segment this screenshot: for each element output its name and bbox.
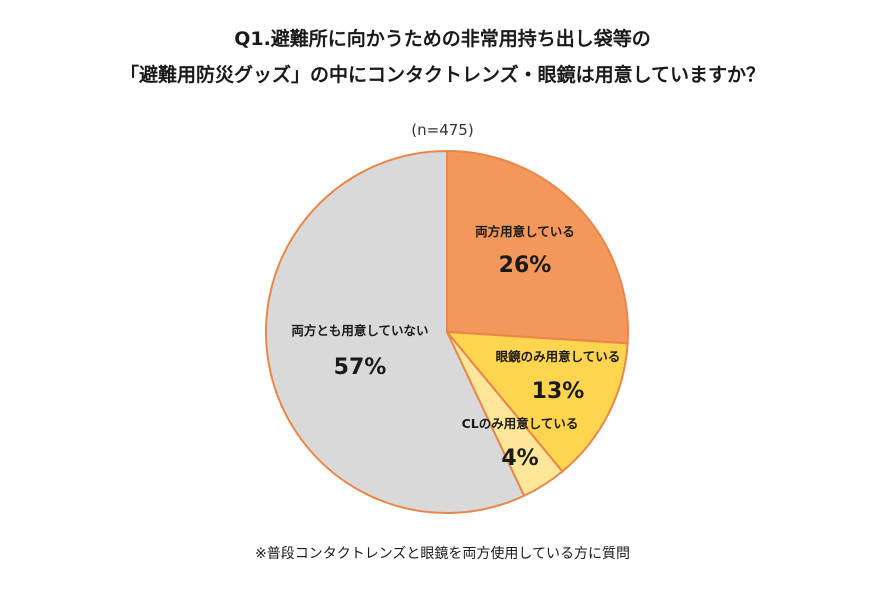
pie-slices xyxy=(265,149,629,514)
sample-size-label: (n=475) xyxy=(411,121,474,139)
pie-slice-glasses-only xyxy=(444,330,629,473)
chart-title-line-1: Q1.避難所に向かうための非常用持ち出し袋等の xyxy=(234,28,651,50)
slice-value-contacts-only: 4% xyxy=(501,446,538,471)
footnote: ※普段コンタクトレンズと眼鏡を両方使用している方に質問 xyxy=(254,546,631,562)
slice-value-both-prepared: 26% xyxy=(499,253,552,278)
pie-slice-neither-prepared xyxy=(265,149,526,514)
pie-slice-both-prepared xyxy=(446,149,629,345)
chart-title-line-2: 「避難用防災グッズ」の中にコンタクトレンズ・眼鏡は用意していますか？ xyxy=(119,64,766,86)
slice-label-contacts-only: CLのみ用意している xyxy=(462,416,579,431)
slice-value-glasses-only: 13% xyxy=(532,379,585,404)
slice-label-both-prepared: 両方用意している xyxy=(475,224,575,239)
slice-label-neither-prepared: 両方とも用意していない xyxy=(291,323,428,338)
pie-labels: 両方用意している 26% 眼鏡のみ用意している 13% CLのみ用意している 4% 両方とも… xyxy=(291,224,620,471)
slice-label-glasses-only: 眼鏡のみ用意している xyxy=(496,349,621,364)
slice-value-neither-prepared: 57% xyxy=(334,355,387,380)
